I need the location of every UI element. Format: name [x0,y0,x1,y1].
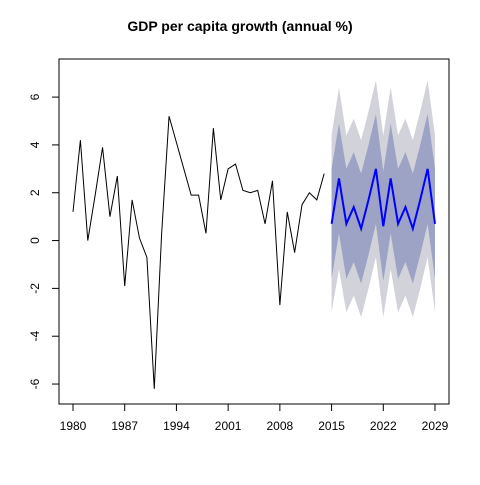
y-tick-label: -4 [28,331,42,342]
history-series [72,116,325,389]
y-axis: 6 4 2 0 -2 -4 -6 [28,93,60,389]
x-tick-label: 1994 [163,419,190,433]
y-tick-label: -2 [28,283,42,294]
y-tick-label: 2 [28,189,42,196]
chart-title: GDP per capita growth (annual %) [127,18,353,34]
x-tick-label: 2001 [215,419,242,433]
y-tick-label: 0 [28,237,42,244]
forecast-band-80 [331,113,435,284]
x-tick-label: 1980 [60,419,87,433]
x-tick-label: 2015 [318,419,345,433]
history-line [72,116,325,389]
x-axis: 1980 1987 1994 2001 2008 2015 2022 2029 [60,403,449,433]
x-tick-label: 1987 [111,419,138,433]
forecast-band-80-area [331,113,435,284]
y-tick-label: -6 [28,378,42,389]
x-tick-label: 2029 [422,419,449,433]
y-tick-label: 6 [28,93,42,100]
y-tick-label: 4 [28,141,42,148]
forecast-series [330,168,436,233]
x-tick-label: 2008 [267,419,294,433]
x-tick-label: 2022 [370,419,397,433]
forecast-mean-line [330,168,436,233]
